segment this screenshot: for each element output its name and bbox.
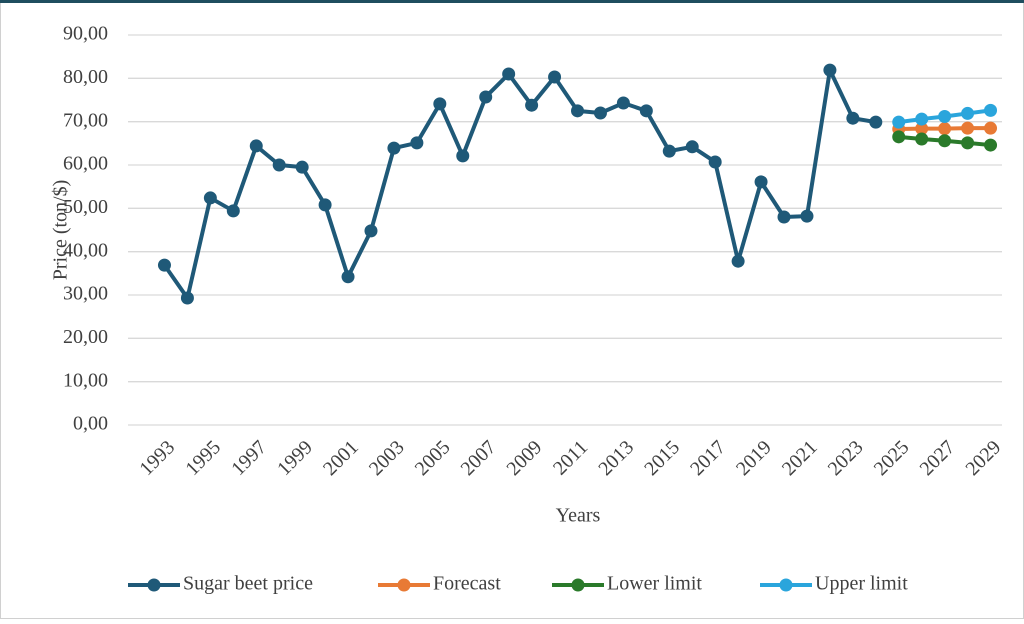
- point: [226, 204, 240, 218]
- point: [938, 109, 952, 123]
- legend-marker: [147, 578, 161, 592]
- point: [961, 121, 975, 135]
- point: [318, 198, 332, 212]
- y-tick-label: 80,00: [63, 66, 108, 88]
- point: [525, 98, 539, 112]
- point: [387, 141, 401, 155]
- legend-marker: [397, 578, 411, 592]
- point: [180, 291, 194, 305]
- y-tick-label: 10,00: [63, 369, 108, 391]
- point: [915, 132, 929, 146]
- point: [961, 106, 975, 120]
- point: [410, 136, 424, 150]
- point: [869, 115, 883, 129]
- point: [364, 224, 378, 238]
- point: [800, 209, 814, 223]
- point: [548, 70, 562, 84]
- legend-marker: [571, 578, 585, 592]
- legend-label: Lower limit: [607, 573, 702, 595]
- point: [295, 160, 309, 174]
- y-tick-label: 40,00: [63, 239, 108, 261]
- point: [479, 90, 493, 104]
- point: [708, 155, 722, 169]
- point: [823, 63, 837, 77]
- legend-label: Sugar beet price: [183, 573, 313, 595]
- legend-label: Forecast: [433, 573, 501, 595]
- point: [984, 121, 998, 135]
- point: [456, 149, 470, 163]
- point: [984, 138, 998, 152]
- point: [203, 191, 217, 205]
- point: [272, 158, 286, 172]
- point: [341, 270, 355, 284]
- legend-label: Upper limit: [815, 573, 908, 595]
- y-tick-label: 30,00: [63, 283, 108, 305]
- point: [502, 67, 516, 81]
- y-tick-label: 0,00: [73, 413, 108, 435]
- y-tick-label: 70,00: [63, 109, 108, 131]
- point: [157, 258, 171, 272]
- point: [915, 122, 929, 136]
- point: [639, 104, 653, 118]
- point: [593, 106, 607, 120]
- point: [616, 96, 630, 110]
- point: [984, 103, 998, 117]
- point: [754, 175, 768, 189]
- point: [846, 111, 860, 125]
- y-tick-label: 50,00: [63, 196, 108, 218]
- point: [777, 210, 791, 224]
- legend-marker: [779, 578, 793, 592]
- y-tick-label: 20,00: [63, 326, 108, 348]
- point: [938, 122, 952, 136]
- point: [433, 97, 447, 111]
- x-axis-title: Years: [556, 505, 601, 527]
- point: [731, 254, 745, 268]
- point: [662, 144, 676, 158]
- point: [249, 139, 263, 153]
- point: [915, 112, 929, 126]
- point: [571, 104, 584, 118]
- point: [685, 140, 699, 154]
- point: [938, 134, 952, 148]
- point: [892, 130, 906, 144]
- point: [961, 136, 975, 150]
- y-tick-label: 90,00: [63, 23, 108, 45]
- y-axis-title: Price (ton/$): [50, 180, 72, 281]
- y-tick-label: 60,00: [63, 153, 108, 175]
- point: [892, 115, 906, 129]
